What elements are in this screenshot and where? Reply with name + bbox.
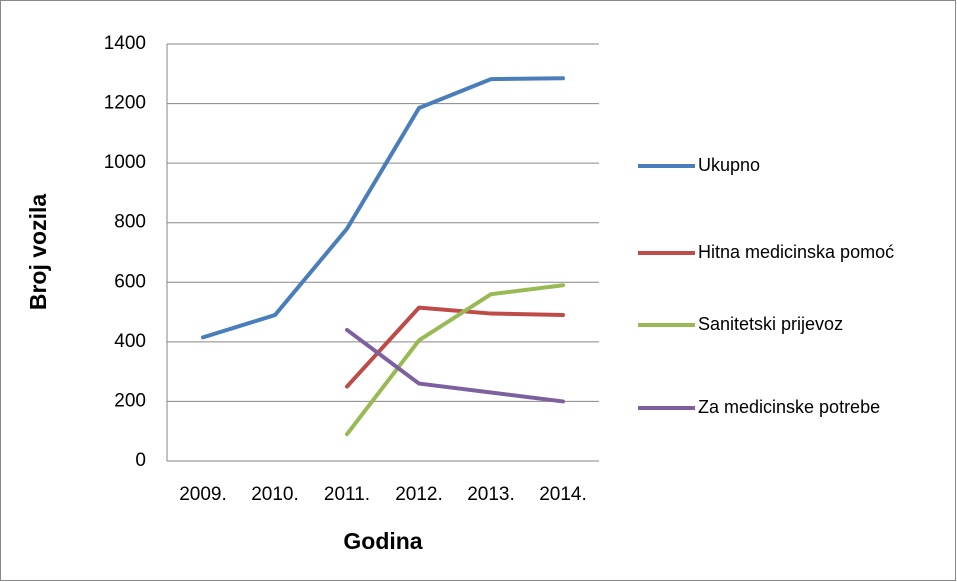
y-tick-label: 800 xyxy=(114,212,146,233)
x-tick-label: 2012. xyxy=(395,484,443,505)
x-tick-label: 2011. xyxy=(324,484,370,505)
y-tick-label: 600 xyxy=(114,271,146,292)
y-tick-label: 1400 xyxy=(104,33,146,54)
x-tick-label: 2010. xyxy=(251,484,299,505)
legend-label: Ukupno xyxy=(698,155,760,175)
y-tick-label: 200 xyxy=(114,390,146,411)
y-tick-label: 1200 xyxy=(104,93,146,114)
x-tick-label: 2014. xyxy=(539,484,587,505)
y-tick-label: 1000 xyxy=(104,152,146,173)
series-line xyxy=(345,283,565,437)
legend-label: Hitna medicinska pomoć xyxy=(698,242,894,262)
series-line xyxy=(345,327,565,404)
series-line xyxy=(201,76,565,340)
x-tick-label: 2009. xyxy=(179,484,227,505)
y-axis-title: Broj vozila xyxy=(25,194,51,311)
x-axis-title: Godina xyxy=(343,528,422,554)
y-tick-label: 0 xyxy=(135,450,146,471)
x-tick-label: 2013. xyxy=(467,484,515,505)
series-line xyxy=(345,305,565,389)
legend-label: Sanitetski prijevoz xyxy=(698,314,843,334)
legend-label: Za medicinske potrebe xyxy=(698,397,880,417)
y-tick-label: 400 xyxy=(114,331,146,352)
